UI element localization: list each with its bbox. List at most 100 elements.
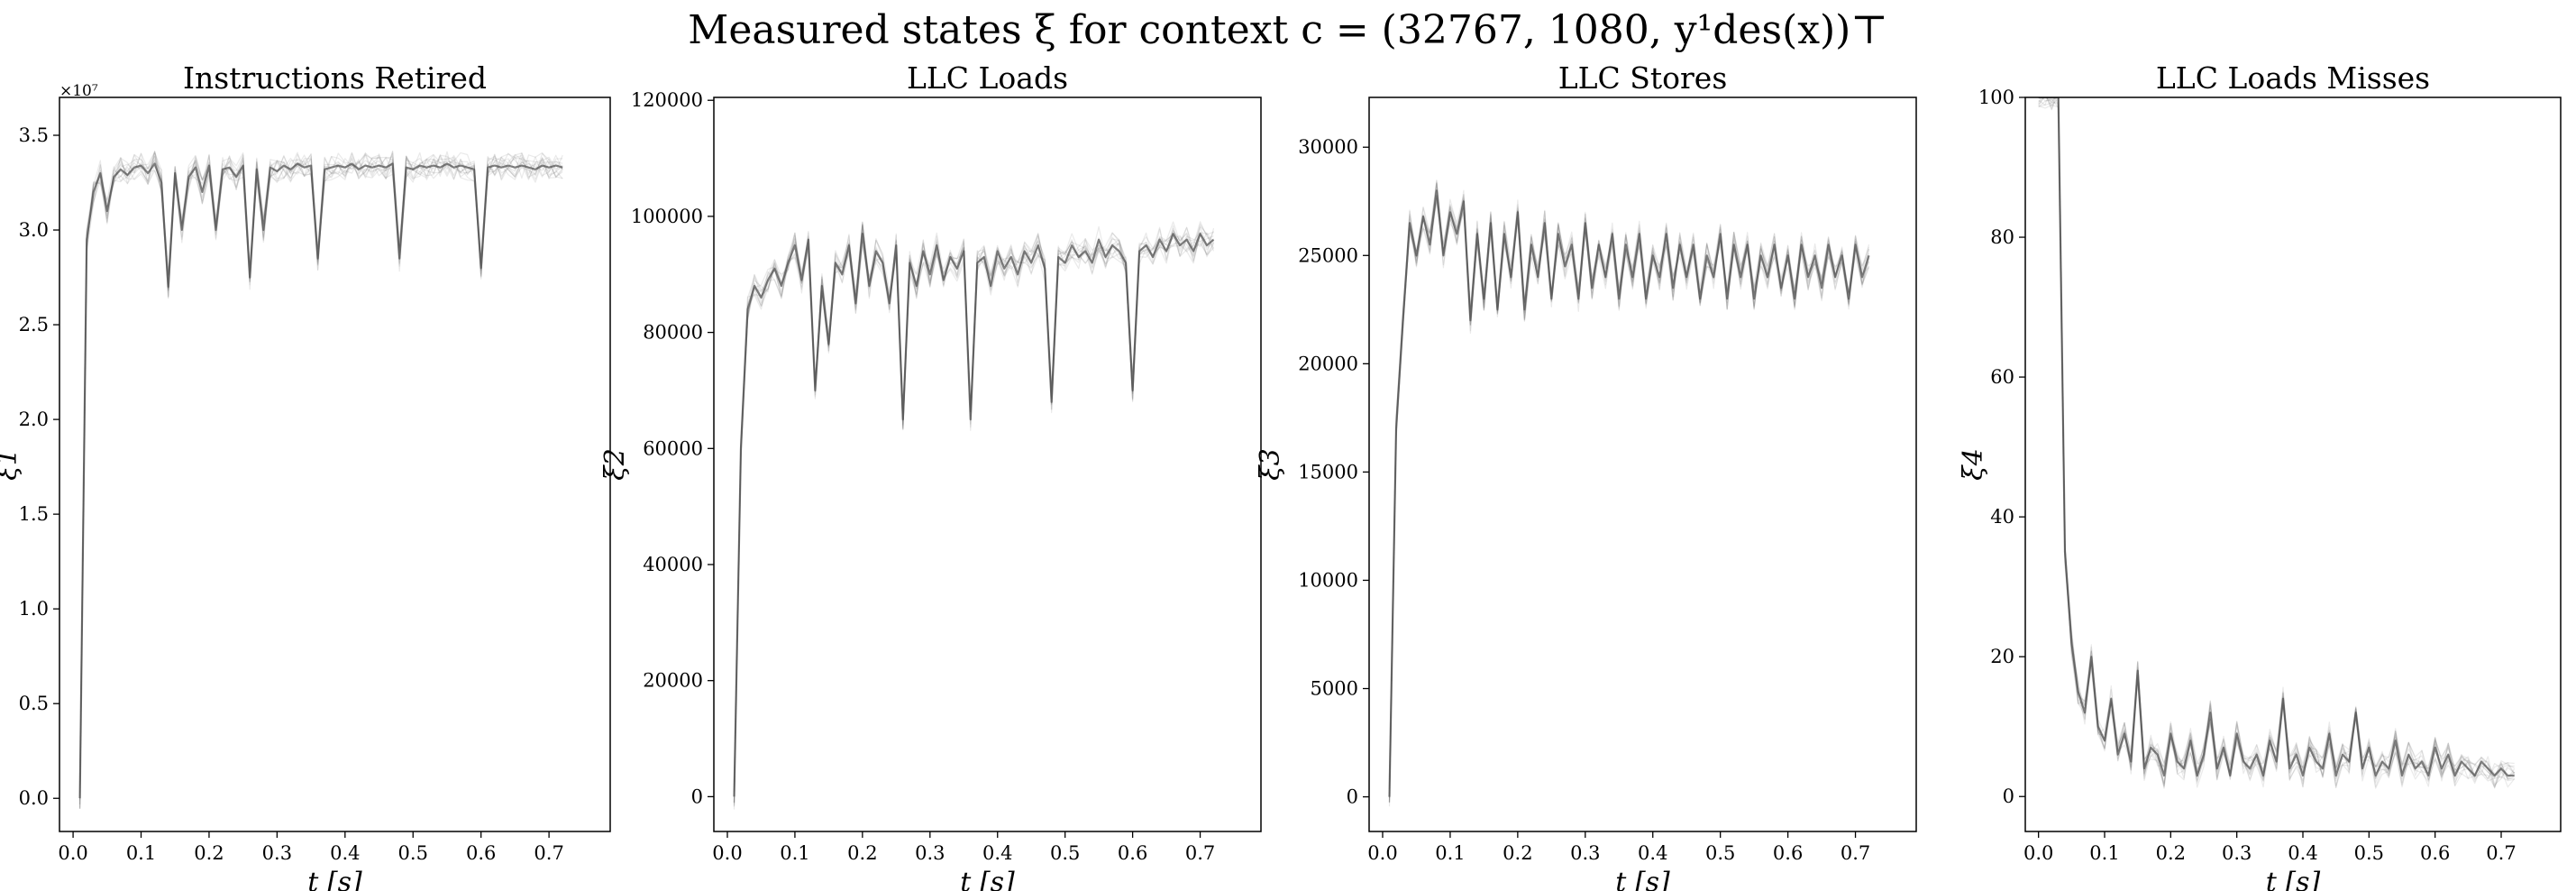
x-tick-label: 0.7 [1841,842,1870,864]
x-tick-label: 0.4 [330,842,360,864]
series-run-line [1388,194,1870,789]
series-run-line [79,151,563,794]
y-tick-label: 0 [1347,786,1358,808]
x-tick-label: 0.6 [1773,842,1803,864]
x-tick-label: 0.2 [847,842,877,864]
y-tick-label: 60 [1990,366,2014,388]
x-axis-label: t [s] [1615,867,1670,891]
y-tick-label: 25000 [1298,244,1358,266]
x-axis-label: t [s] [960,867,1015,891]
series-run-line [1388,197,1870,800]
data-traces [2038,97,2516,789]
series-run-line [2038,97,2516,789]
axes-frame [713,96,1262,832]
y-axis-label: ξ3 [1255,448,1286,481]
y-tick-label: 80 [1990,226,2014,248]
series-run-line [79,152,563,809]
series-run-line [733,231,1214,803]
x-tick-label: 0.0 [58,842,87,864]
series-run-line [79,152,563,809]
x-tick-label: 0.5 [1050,842,1080,864]
axes-frame [59,96,611,832]
series-run-line [733,224,1215,807]
series-line [1388,189,1870,797]
x-tick-label: 0.6 [2420,842,2450,864]
x-tick-label: 0.2 [2156,842,2186,864]
series-run-line [1388,183,1870,798]
chart-title: LLC Loads Misses [2156,60,2430,96]
x-tick-label: 0.5 [1705,842,1735,864]
y-tick-label: 20 [1990,646,2014,667]
x-tick-label: 0.3 [262,842,292,864]
x-tick-label: 0.7 [534,842,563,864]
x-tick-label: 0.6 [1118,842,1147,864]
x-tick-label: 0.4 [1638,842,1667,864]
x-axis-label: t [s] [2266,867,2321,891]
series-line [78,162,563,799]
x-tick-label: 0.3 [2222,842,2252,864]
y-tick-label: 100000 [631,206,703,227]
x-tick-label: 0.1 [126,842,156,864]
series-run-line [733,224,1214,804]
series-run-line [1388,181,1870,807]
x-tick-label: 0.7 [1185,842,1215,864]
figure-suptitle: Measured states ξ for context c = (32767… [688,7,1887,53]
y-tick-label: 0 [2003,785,2014,807]
y-tick-label: 5000 [1311,678,1358,700]
chart-panel-4: 0.0 0.1 0.2 0.3 0.4 0.5 0.6 0.7 0 20 40 60 80 100 LLC … [1958,60,2562,891]
series-run-line [2045,97,2515,789]
series-run-line [79,152,563,810]
series-run-line [1388,182,1870,787]
series-run-line [2038,104,2516,788]
series-run-line [2038,97,2515,788]
x-tick-label: 0.5 [398,842,428,864]
series-run-line [79,151,563,787]
y-tick-label: 2.0 [19,409,49,430]
x-tick-label: 0.5 [2354,842,2384,864]
series-run-line [733,221,1214,791]
series-run-line [79,152,563,797]
y-tick-label: 100 [1978,87,2014,108]
series-run-line [733,226,1215,810]
y-tick-label: 0.5 [19,693,49,714]
y-tick-label: 20000 [1298,353,1358,374]
x-tick-label: 0.1 [1435,842,1465,864]
series-run-line [1388,179,1870,804]
y-tick-label: 10000 [1298,569,1358,591]
series-run-line [2046,97,2515,788]
series-run-line [1388,182,1870,803]
series-run-line [79,153,563,808]
series-run-line [733,221,1215,803]
y-tick-label: 40000 [643,554,703,575]
x-tick-label: 0.2 [194,842,224,864]
series-run-line [2038,97,2515,789]
y-tick-label: 1.5 [19,503,49,525]
chart-panel-2: 0.0 0.1 0.2 0.3 0.4 0.5 0.6 0.7 0 20000 40000 60000… [599,60,1262,891]
series-run-line [733,222,1215,792]
y-offset-text: ×10⁷ [59,82,98,100]
y-tick-label: 20000 [643,670,703,692]
y-tick-label: 3.0 [19,219,49,241]
series-run-line [2047,97,2515,782]
y-axis-label: ξ1 [0,448,23,481]
x-tick-label: 0.0 [1367,842,1397,864]
y-tick-label: 15000 [1298,461,1358,482]
series-run-line [1388,195,1870,803]
data-traces [78,151,563,810]
y-tick-label: 30000 [1298,136,1358,158]
series-run-line [79,151,563,809]
axes-frame [2024,96,2562,832]
series-run-line [1388,179,1870,790]
y-tick-label: 40 [1990,506,2014,528]
series-run-line [1388,200,1870,804]
series-run-line [733,226,1215,788]
series-run-line [79,152,563,805]
y-tick-label: 1.0 [19,598,49,620]
data-traces [1388,179,1870,807]
axes-frame [1368,96,1917,832]
y-tick-label: 120000 [631,89,703,111]
series-run-line [733,225,1214,805]
series-run-line [2054,97,2516,788]
x-tick-label: 0.3 [915,842,945,864]
y-axis-label: ξ4 [1958,448,1989,481]
